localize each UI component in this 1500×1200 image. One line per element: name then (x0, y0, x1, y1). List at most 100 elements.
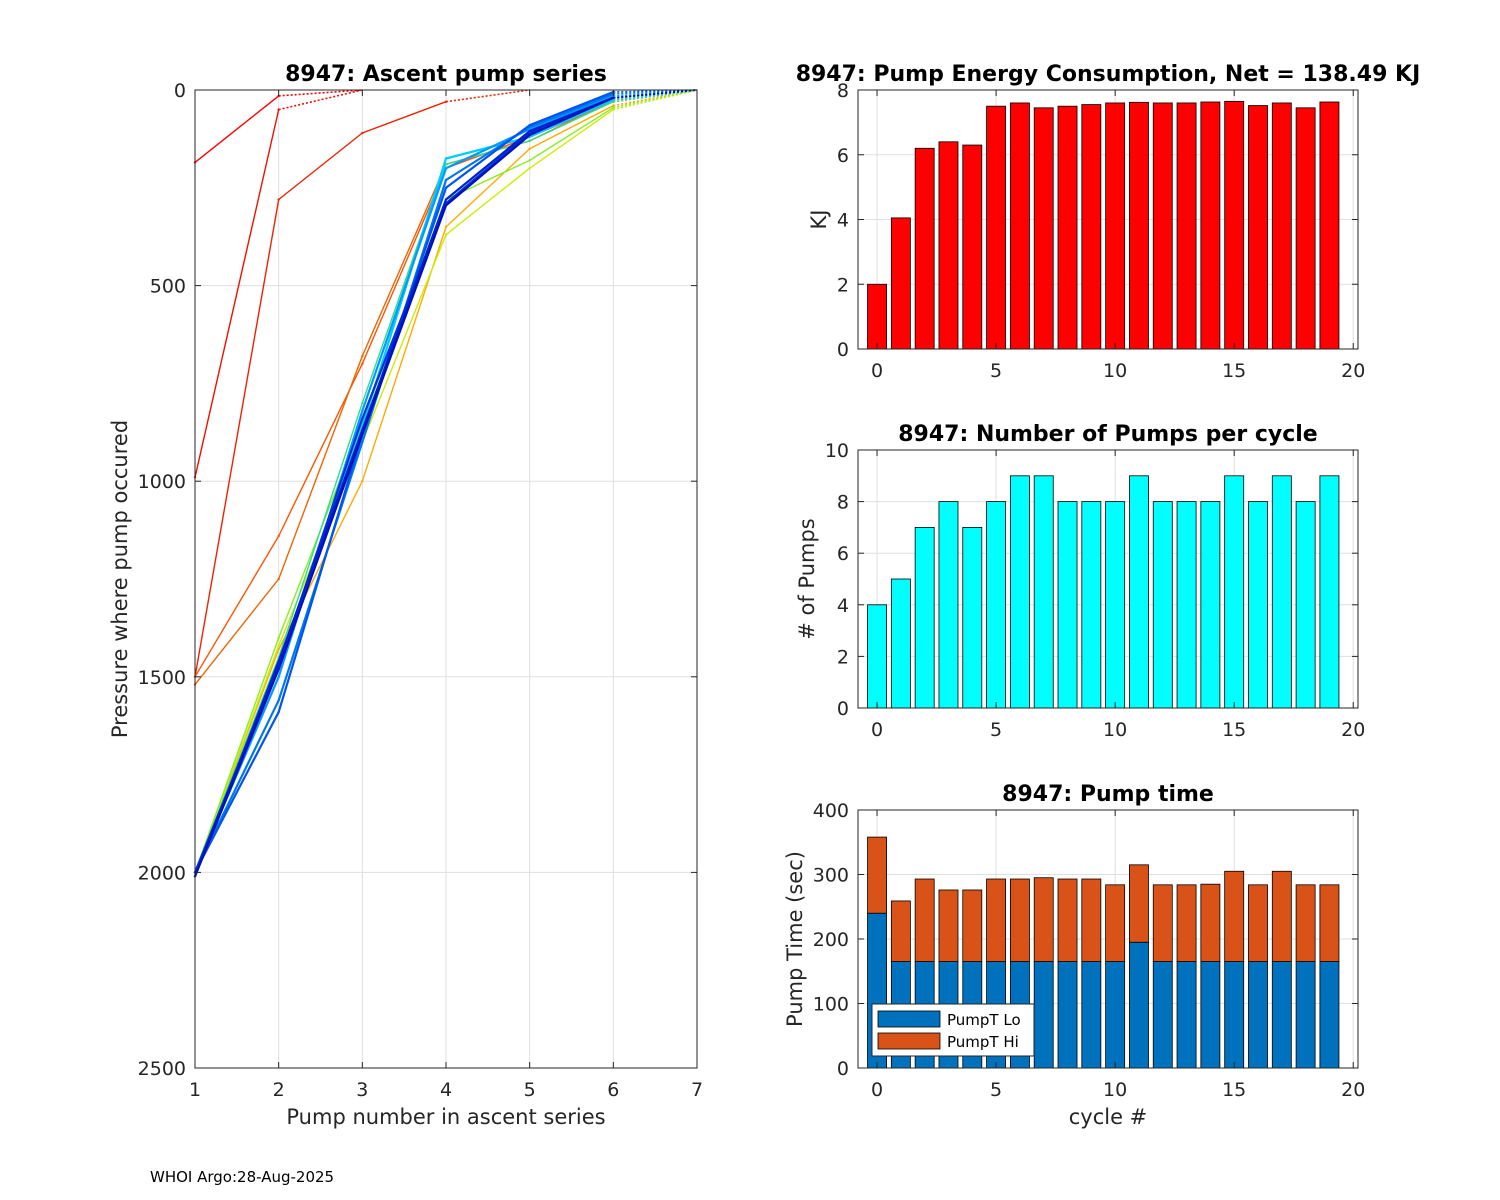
pumps-per-cycle-axes: 0 5 10 15 20 0 2 4 6 8 10 8947: Number of Pumps per… (795, 422, 1365, 741)
ascent-series-line (194, 101, 447, 677)
footer-text: WHOI Argo:28-Aug-2025 (150, 1168, 334, 1186)
ascent-series-point (277, 659, 280, 663)
bar-pumpt-hi (1224, 870, 1245, 962)
bar-pumpt-lo (1105, 961, 1126, 1069)
bar-pumpt-hi (1248, 884, 1268, 962)
y-axis-label: Pump Time (sec) (783, 851, 807, 1027)
ascent-series-point (444, 225, 448, 229)
ascent-series-point (277, 699, 280, 702)
ascent-series-line (193, 94, 614, 873)
y-tick-label: 100 (813, 994, 849, 1016)
bar-pumpt-hi (1319, 884, 1340, 962)
ascent-series-line (194, 109, 614, 873)
x-tick-label: 10 (1103, 360, 1127, 382)
bar-pumpt-hi (914, 878, 935, 962)
bar (890, 578, 911, 709)
bar (938, 141, 959, 350)
bar (1200, 101, 1221, 350)
ascent-series-point (528, 129, 531, 133)
y-axis-label: # of Pumps (795, 518, 819, 640)
ascent-series-point (277, 644, 280, 647)
bar (1152, 102, 1173, 350)
bar-pumpt-hi (890, 900, 911, 962)
bar (1176, 501, 1197, 709)
legend-label: PumpT Lo (947, 1011, 1021, 1029)
bar (1152, 501, 1173, 709)
x-tick-label: 15 (1222, 360, 1246, 382)
ascent-series-point (612, 104, 615, 107)
ascent-series-line (194, 109, 280, 478)
ascent-series-line (194, 101, 614, 873)
bar-pumpt-hi (1033, 877, 1054, 962)
ascent-series-point (612, 96, 615, 100)
y-tick-label: 2000 (138, 862, 186, 884)
ascent-series-point (444, 198, 448, 201)
bar-pumpt-lo (1200, 961, 1221, 1069)
ascent-series-point (361, 409, 364, 412)
y-tick-label: 4 (837, 595, 849, 617)
ascent-series-point (528, 159, 531, 162)
bar (1224, 475, 1245, 709)
bar-pumpt-lo (1176, 961, 1197, 1069)
ascent-series-point (528, 147, 531, 150)
bar-pumpt-hi (867, 836, 887, 914)
y-tick-label: 10 (825, 440, 849, 462)
y-axis-label: Pressure where pump occured (108, 420, 132, 738)
bar (1295, 501, 1316, 709)
bar-pumpt-hi (1057, 878, 1078, 962)
bar (1129, 475, 1149, 709)
bar (1271, 102, 1292, 350)
legend-swatch (877, 1032, 941, 1050)
x-tick-label: 0 (871, 719, 883, 741)
y-tick-label: 2 (837, 646, 849, 668)
bar (1200, 501, 1221, 709)
ascent-series-point (528, 133, 531, 137)
bar (914, 147, 935, 350)
ascent-series-point (361, 131, 364, 135)
ascent-series-point (444, 157, 448, 160)
bar (986, 501, 1007, 709)
y-tick-label: 6 (837, 145, 849, 167)
y-tick-label: 1000 (138, 471, 186, 493)
ascent-series-point (444, 204, 448, 207)
x-tick-label: 3 (356, 1079, 368, 1101)
bar (1009, 475, 1030, 709)
bar-pumpt-hi (1129, 864, 1149, 943)
bar-pumpt-lo (1033, 961, 1054, 1069)
ascent-series (193, 89, 698, 878)
ascent-series-point (444, 178, 448, 182)
bar-pumpt-hi (962, 889, 983, 962)
bar (1248, 105, 1268, 350)
ascent-series-point (528, 139, 531, 143)
x-axis-label: Pump number in ascent series (286, 1105, 605, 1129)
bar-pumpt-hi (938, 889, 959, 962)
ascent-series-point (612, 108, 615, 111)
ascent-series-line (194, 104, 614, 873)
bar (1176, 102, 1197, 350)
bar (986, 105, 1007, 350)
x-tick-label: 2 (273, 1079, 285, 1101)
ascent-series-point (277, 108, 280, 111)
x-tick-label: 10 (1103, 1079, 1127, 1101)
bar-pumpt-hi (1271, 870, 1292, 962)
ascent-series-point (361, 417, 364, 420)
bar (1129, 101, 1149, 350)
bar (1105, 501, 1126, 709)
bar-pumpt-lo (1248, 961, 1268, 1069)
bar (1319, 475, 1340, 709)
axes-frame (857, 449, 1359, 709)
bar-pumpt-lo (1224, 961, 1245, 1069)
x-tick-label: 5 (990, 1079, 1002, 1101)
chart-title: 8947: Number of Pumps per cycle (898, 422, 1317, 447)
bar (1248, 501, 1268, 709)
ascent-series-line (194, 95, 280, 163)
ascent-series-point (361, 354, 364, 358)
ascent-series-point (277, 534, 280, 538)
y-tick-label: 2500 (138, 1058, 186, 1080)
ascent-series-point (361, 440, 364, 444)
bar-pumpt-hi (1081, 878, 1102, 962)
y-tick-label: 2 (837, 274, 849, 296)
legend-swatch (877, 1010, 941, 1028)
